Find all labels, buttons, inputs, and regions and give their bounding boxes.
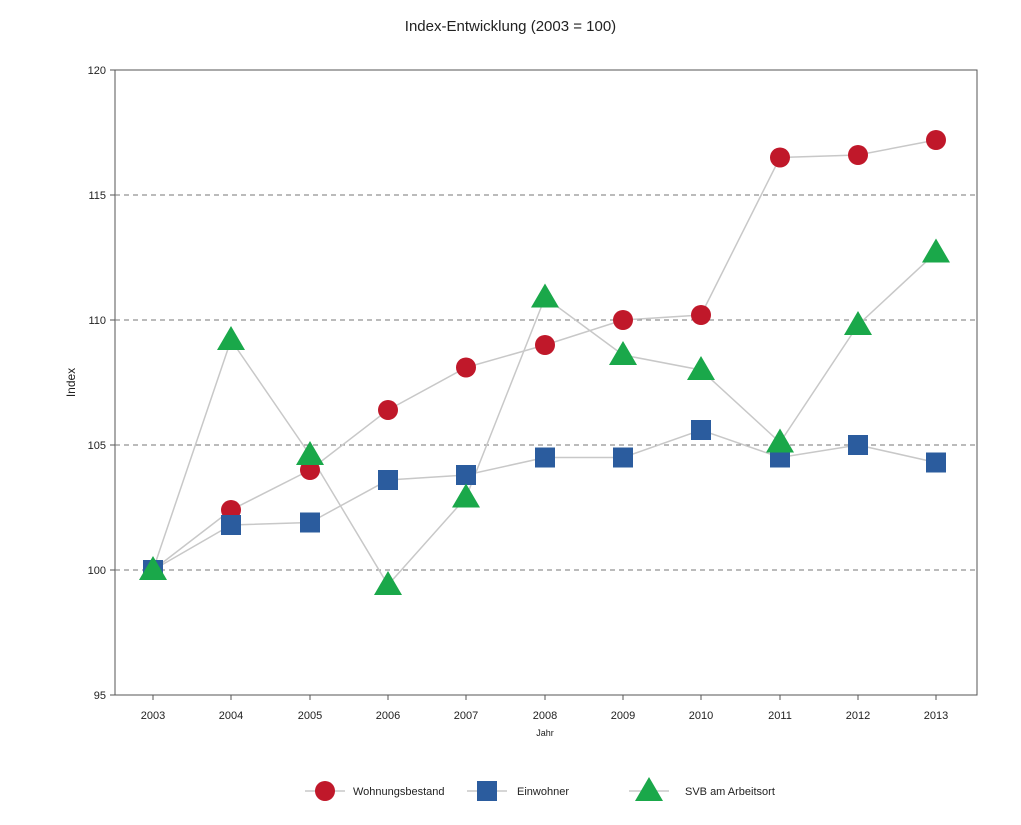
data-point-circle bbox=[456, 357, 476, 378]
data-point-square bbox=[848, 435, 868, 455]
legend-label: SVB am Arbeitsort bbox=[685, 786, 775, 798]
data-point-square bbox=[535, 447, 555, 468]
x-tick-label: 2003 bbox=[141, 710, 165, 722]
data-point-triangle bbox=[374, 571, 402, 595]
x-tick-label: 2009 bbox=[611, 710, 635, 722]
x-tick-label: 2011 bbox=[768, 710, 792, 722]
data-point-square bbox=[691, 420, 711, 440]
data-point-circle bbox=[613, 310, 633, 330]
data-point-circle bbox=[848, 145, 868, 165]
data-point-circle bbox=[535, 335, 555, 355]
data-point-circle bbox=[378, 400, 398, 420]
data-point-square bbox=[300, 512, 320, 533]
x-tick-label: 2013 bbox=[924, 710, 948, 722]
plot-frame bbox=[114, 69, 978, 696]
data-point-triangle bbox=[531, 283, 559, 308]
data-point-circle bbox=[926, 130, 946, 150]
data-point-triangle bbox=[452, 483, 480, 508]
data-point-triangle bbox=[217, 326, 245, 350]
x-tick-label: 2004 bbox=[219, 710, 243, 722]
data-point-circle bbox=[691, 305, 711, 325]
x-tick-label: 2006 bbox=[376, 710, 400, 722]
y-tick-label: 110 bbox=[88, 315, 106, 327]
series-line-0 bbox=[152, 139, 937, 571]
x-axis-title: Jahr bbox=[536, 728, 554, 738]
y-tick-label: 120 bbox=[88, 65, 106, 77]
chart-title: Index-Entwicklung (2003 = 100) bbox=[404, 18, 617, 35]
data-point-circle bbox=[770, 147, 790, 168]
y-axis-title: Index bbox=[64, 368, 78, 397]
y-tick-label: 95 bbox=[94, 690, 106, 702]
data-point-triangle bbox=[296, 441, 324, 465]
legend-label: Einwohner bbox=[517, 786, 569, 798]
y-tick-label: 100 bbox=[88, 565, 106, 577]
data-point-triangle bbox=[922, 238, 950, 263]
y-tick-label: 115 bbox=[88, 190, 106, 202]
legend-marker-square bbox=[477, 781, 497, 801]
legend-label: Wohnungsbestand bbox=[353, 786, 445, 798]
x-tick-label: 2007 bbox=[454, 710, 478, 722]
data-point-triangle bbox=[844, 311, 872, 335]
data-point-triangle bbox=[139, 556, 167, 580]
x-tick-label: 2010 bbox=[689, 710, 713, 722]
data-point-triangle bbox=[766, 428, 794, 453]
data-point-square bbox=[456, 465, 476, 485]
data-point-triangle bbox=[687, 356, 715, 380]
legend-marker-circle bbox=[315, 781, 335, 801]
data-point-square bbox=[378, 470, 398, 490]
data-point-triangle bbox=[609, 341, 637, 365]
data-point-square bbox=[221, 515, 241, 535]
x-tick-label: 2012 bbox=[846, 710, 870, 722]
data-point-square bbox=[613, 447, 633, 468]
x-tick-label: 2005 bbox=[298, 710, 322, 722]
data-point-square bbox=[926, 452, 946, 473]
y-tick-label: 105 bbox=[88, 440, 106, 452]
legend-marker-triangle bbox=[635, 777, 663, 801]
x-tick-label: 2008 bbox=[533, 710, 557, 722]
